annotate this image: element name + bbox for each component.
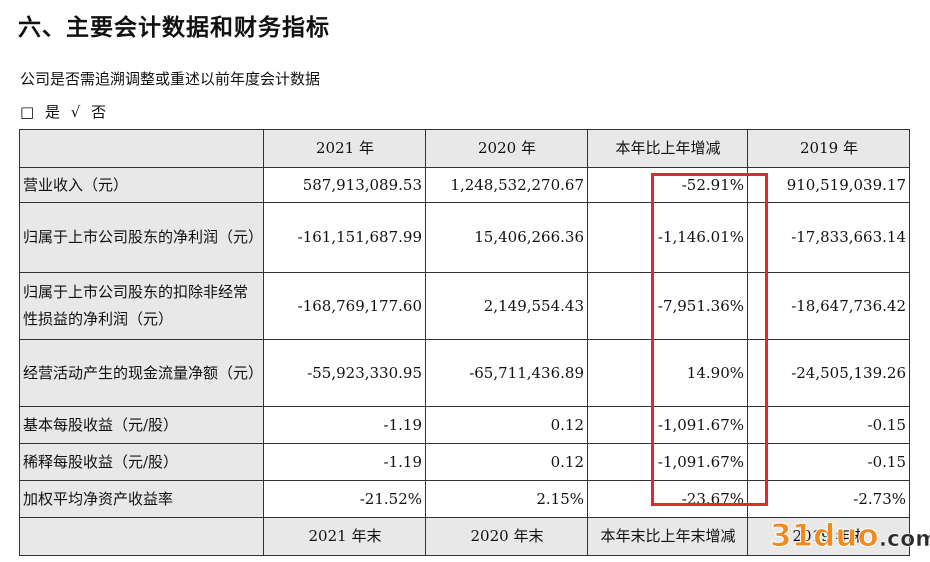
restatement-options: □ 是 √ 否 — [20, 101, 112, 122]
cell-value: -1.19 — [263, 443, 426, 481]
header-cell-2019: 2019 年 — [747, 129, 910, 168]
cell-value: -1.19 — [263, 406, 426, 444]
table-row: 基本每股收益（元/股） -1.19 0.12 -1,091.67% -0.15 — [19, 406, 910, 444]
header-cell-blank — [19, 129, 264, 168]
table-row: 加权平均净资产收益率 -21.52% 2.15% -23.67% -2.73% — [19, 480, 910, 518]
footer-cell-2020-end: 2020 年末 — [425, 517, 588, 556]
table-header-row: 2021 年 2020 年 本年比上年增减 2019 年 — [19, 129, 910, 168]
yes-checkbox[interactable]: □ — [20, 103, 35, 121]
cell-value: -65,711,436.89 — [425, 339, 588, 407]
cell-value: 2,149,554.43 — [425, 272, 588, 340]
footer-cell-change: 本年末比上年末增减 — [587, 517, 748, 556]
cell-value: -168,769,177.60 — [263, 272, 426, 340]
cell-value: 587,913,089.53 — [263, 167, 426, 203]
header-cell-2020: 2020 年 — [425, 129, 588, 168]
no-checkmark: √ — [70, 103, 81, 121]
row-label: 归属于上市公司股东的扣除非经常性损益的净利润（元） — [19, 272, 264, 340]
footer-cell-2019-end: 2019 年末 — [747, 517, 910, 556]
cell-value: 2.15% — [425, 480, 588, 518]
watermark-logo: 31duo.com — [770, 518, 930, 554]
no-label: 否 — [91, 103, 107, 121]
table-row: 营业收入（元） 587,913,089.53 1,248,532,270.67 … — [19, 167, 910, 203]
cell-value: 15,406,266.36 — [425, 202, 588, 273]
yes-label: 是 — [44, 103, 60, 121]
cell-value: -0.15 — [747, 443, 910, 481]
financial-indicators-table: 2021 年 2020 年 本年比上年增减 2019 年 营业收入（元） 587… — [19, 129, 910, 556]
cell-value: -17,833,663.14 — [747, 202, 910, 273]
footer-cell-2021-end: 2021 年末 — [263, 517, 426, 556]
cell-value: 1,248,532,270.67 — [425, 167, 588, 203]
row-label: 稀释每股收益（元/股） — [19, 443, 264, 481]
header-cell-2021: 2021 年 — [263, 129, 426, 168]
cell-change: -7,951.36% — [587, 272, 748, 340]
cell-change: -1,146.01% — [587, 202, 748, 273]
row-label: 加权平均净资产收益率 — [19, 480, 264, 518]
cell-change: -23.67% — [587, 480, 748, 518]
cell-value: -18,647,736.42 — [747, 272, 910, 340]
section-heading: 六、主要会计数据和财务指标 — [18, 15, 330, 41]
cell-change: -52.91% — [587, 167, 748, 203]
cell-value: 910,519,039.17 — [747, 167, 910, 203]
row-label: 营业收入（元） — [19, 167, 264, 203]
row-label: 经营活动产生的现金流量净额（元） — [19, 339, 264, 407]
cell-value: -0.15 — [747, 406, 910, 444]
row-label: 归属于上市公司股东的净利润（元） — [19, 202, 264, 273]
watermark-part2: .com — [878, 527, 930, 552]
cell-value: -2.73% — [747, 480, 910, 518]
cell-value: 0.12 — [425, 443, 588, 481]
table-row: 归属于上市公司股东的净利润（元） -161,151,687.99 15,406,… — [19, 202, 910, 273]
table-row: 稀释每股收益（元/股） -1.19 0.12 -1,091.67% -0.15 — [19, 443, 910, 481]
header-cell-change: 本年比上年增减 — [587, 129, 748, 168]
restatement-question: 公司是否需追溯调整或重述以前年度会计数据 — [20, 70, 321, 88]
cell-change: 14.90% — [587, 339, 748, 407]
table-footer-row: 2021 年末 2020 年末 本年末比上年末增减 2019 年末 — [19, 517, 910, 556]
cell-value: -24,505,139.26 — [747, 339, 910, 407]
watermark-part1: 31duo — [770, 518, 880, 554]
row-label: 基本每股收益（元/股） — [19, 406, 264, 444]
footer-cell-blank — [19, 517, 264, 556]
table-row: 归属于上市公司股东的扣除非经常性损益的净利润（元） -168,769,177.6… — [19, 272, 910, 340]
table-row: 经营活动产生的现金流量净额（元） -55,923,330.95 -65,711,… — [19, 339, 910, 407]
cell-change: -1,091.67% — [587, 406, 748, 444]
cell-change: -1,091.67% — [587, 443, 748, 481]
cell-value: -21.52% — [263, 480, 426, 518]
cell-value: -55,923,330.95 — [263, 339, 426, 407]
cell-value: -161,151,687.99 — [263, 202, 426, 273]
cell-value: 0.12 — [425, 406, 588, 444]
